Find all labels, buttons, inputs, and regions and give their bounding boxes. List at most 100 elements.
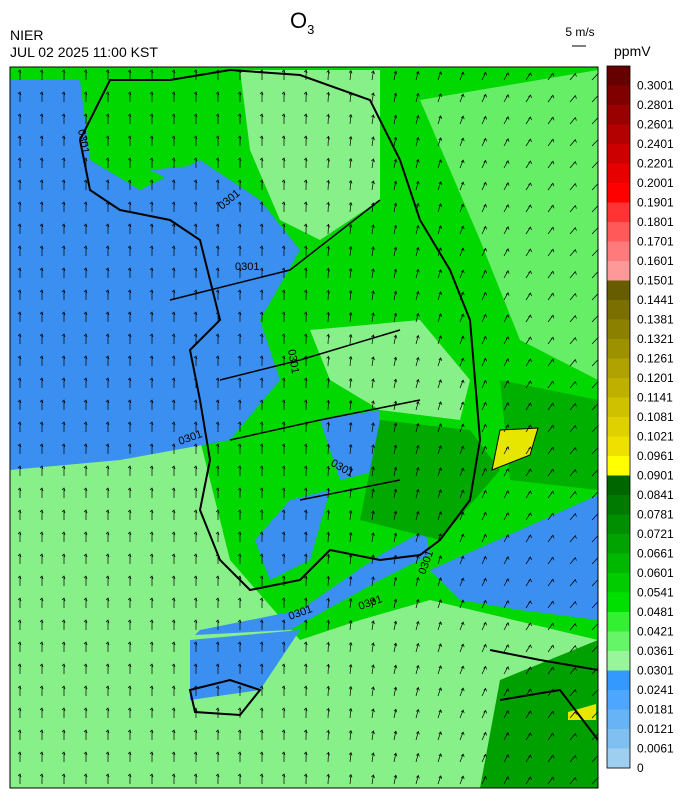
wind-arrow <box>259 135 264 146</box>
wind-arrow <box>569 710 577 719</box>
wind-arrow <box>17 509 22 520</box>
wind-arrow <box>215 597 220 608</box>
wind-arrow <box>525 182 532 191</box>
wind-arrow <box>259 531 264 542</box>
wind-arrow <box>371 620 375 631</box>
wind-arrow <box>437 357 443 367</box>
wind-arrow <box>371 444 375 455</box>
wind-arrow <box>105 487 110 498</box>
wind-arrow <box>171 773 176 784</box>
wind-arrow <box>503 424 510 433</box>
wind-arrow <box>503 446 510 455</box>
wind-arrow <box>39 641 44 652</box>
wind-arrow <box>127 399 132 410</box>
wind-arrow <box>193 487 198 498</box>
wind-arrow <box>61 421 66 432</box>
wind-arrow <box>193 773 198 784</box>
region-high <box>491 427 539 471</box>
wind-arrow <box>259 113 264 124</box>
wind-arrow <box>348 444 353 455</box>
wind-arrow <box>259 355 264 366</box>
wind-arrow <box>171 487 176 498</box>
wind-arrow <box>105 333 110 344</box>
wind-arrow <box>348 664 353 675</box>
wind-arrow <box>149 773 154 784</box>
wind-arrow <box>303 685 308 697</box>
wind-arrow <box>547 314 555 323</box>
wind-arrow <box>105 509 110 520</box>
wind-arrow <box>105 773 110 784</box>
wind-arrow <box>259 663 264 674</box>
wind-arrow <box>303 509 308 521</box>
wind-arrow <box>326 245 330 257</box>
legend-swatch <box>607 553 630 574</box>
wind-arrow <box>17 553 22 564</box>
wind-arrow <box>149 729 154 740</box>
wind-arrow <box>303 531 308 543</box>
wind-arrow <box>193 201 198 212</box>
wind-arrow <box>569 248 577 257</box>
legend-label: 0.1901 <box>637 196 674 210</box>
legend-label: 0.0241 <box>637 683 674 697</box>
wind-arrow <box>481 511 487 521</box>
legend-label: 0.0901 <box>637 469 674 483</box>
wind-arrow <box>437 533 443 543</box>
wind-arrow <box>547 556 555 565</box>
wind-arrow <box>61 267 66 278</box>
wind-arrow <box>459 357 465 367</box>
wind-arrow <box>326 509 330 521</box>
wind-arrow <box>437 93 443 103</box>
wind-arrow <box>259 91 264 102</box>
legend-label: 0.2001 <box>637 176 674 190</box>
datetime: JUL 02 2025 11:00 KST <box>10 44 158 60</box>
wind-arrow <box>525 468 532 477</box>
wind-arrow <box>503 468 510 477</box>
wind-arrow <box>61 641 66 652</box>
wind-arrow <box>348 158 353 169</box>
wind-arrow <box>459 247 465 257</box>
wind-arrow <box>281 113 286 124</box>
wind-arrow <box>215 443 220 454</box>
wind-arrow <box>193 509 198 520</box>
wind-arrow <box>303 663 308 675</box>
wind-arrow <box>171 575 176 586</box>
wind-arrow <box>503 314 510 323</box>
wind-arrow <box>481 291 487 301</box>
wind-arrow <box>525 556 532 565</box>
wind-arrow <box>281 91 286 102</box>
wind-arrow <box>259 69 264 80</box>
wind-arrow <box>437 621 443 631</box>
legend-swatch <box>607 436 630 457</box>
wind-arrow <box>303 641 308 653</box>
wind-arrow <box>259 245 264 256</box>
wind-arrow <box>259 377 264 388</box>
wind-arrow <box>525 72 532 81</box>
wind-arrow <box>171 289 176 300</box>
wind-arrow <box>393 686 398 697</box>
wind-arrow <box>39 377 44 388</box>
wind-arrow <box>281 773 286 784</box>
wind-arrow <box>326 597 330 609</box>
legend-label: 0.0721 <box>637 527 674 541</box>
wind-arrow <box>193 355 198 366</box>
legend-swatch <box>607 261 630 281</box>
wind-arrow <box>17 355 22 366</box>
wind-arrow <box>481 775 487 785</box>
wind-arrow <box>39 443 44 454</box>
wind-arrow <box>39 135 44 146</box>
wind-arrow <box>303 575 308 587</box>
wind-arrow <box>569 160 577 169</box>
wind-arrow <box>105 619 110 630</box>
wind-arrow <box>215 333 220 344</box>
wind-arrow <box>17 597 22 608</box>
wind-arrow <box>437 489 443 499</box>
wind-arrow <box>17 245 22 256</box>
wind-arrow <box>348 224 353 235</box>
wind-arrow <box>348 114 353 125</box>
wind-arrow <box>281 531 286 542</box>
wind-arrow <box>127 135 132 146</box>
legend-unit: ppmV <box>614 43 651 59</box>
legend-label: 0.2801 <box>637 98 674 112</box>
